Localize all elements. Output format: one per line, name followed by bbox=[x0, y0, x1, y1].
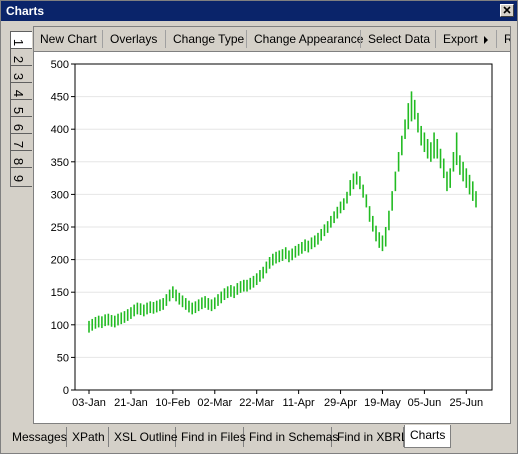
side-tab-label: 6 bbox=[11, 123, 27, 132]
x-tick-label: 03-Jan bbox=[72, 397, 106, 409]
x-tick-label: 10-Feb bbox=[155, 397, 190, 409]
bottom-tab[interactable]: Find in XBRL bbox=[332, 427, 408, 447]
x-tick-label: 21-Jan bbox=[114, 397, 148, 409]
toolbar: New Chart Overlays Change Type Change Appea… bbox=[34, 27, 510, 52]
x-tick-label: 19-May bbox=[364, 397, 401, 409]
y-tick-label: 250 bbox=[51, 222, 69, 234]
x-tick-label: 11-Apr bbox=[283, 397, 316, 409]
side-tab[interactable]: 9 bbox=[10, 167, 32, 187]
bottom-tab[interactable]: Messages bbox=[7, 427, 67, 447]
y-tick-label: 50 bbox=[57, 352, 69, 364]
y-tick-label: 200 bbox=[51, 255, 69, 267]
x-tick-label: 05-Jun bbox=[408, 397, 442, 409]
y-tick-label: 500 bbox=[51, 59, 69, 71]
separator bbox=[360, 30, 361, 48]
side-tab-label: 7 bbox=[11, 140, 27, 149]
submenu-arrow bbox=[484, 36, 488, 44]
y-tick-label: 400 bbox=[51, 124, 69, 136]
side-tab-label: 1 bbox=[11, 38, 27, 47]
close-icon bbox=[503, 6, 511, 14]
y-tick-label: 350 bbox=[51, 157, 69, 169]
side-tab-label: 3 bbox=[11, 72, 27, 81]
x-tick-label: 25-Jun bbox=[450, 397, 484, 409]
bottom-tab[interactable]: Find in Schemas bbox=[244, 427, 338, 447]
bottom-tab[interactable]: XSL Outline bbox=[109, 427, 178, 447]
toolbar-button[interactable]: New Chart bbox=[40, 32, 97, 46]
window-title: Charts bbox=[6, 4, 45, 18]
side-tab-label: 9 bbox=[11, 174, 27, 183]
side-tab-label: 8 bbox=[11, 157, 27, 166]
bottom-tab[interactable]: Charts bbox=[404, 425, 451, 448]
chart-panel: New Chart Overlays Change Type Change Appea… bbox=[33, 26, 511, 424]
chart: 0 50 100 150 200 250 300 350 400 450 500 03-Jan 21-J… bbox=[51, 59, 493, 409]
separator bbox=[496, 30, 497, 48]
toolbar-button[interactable]: Export bbox=[443, 32, 478, 46]
toolbar-button[interactable]: Change Appearance bbox=[254, 32, 364, 46]
toolbar-button[interactable]: Change Type bbox=[173, 32, 245, 46]
separator bbox=[102, 30, 103, 48]
x-tick-label: 29-Apr bbox=[324, 397, 357, 409]
plot-frame bbox=[74, 63, 493, 391]
toolbar-button[interactable]: R bbox=[504, 32, 510, 46]
y-tick-label: 450 bbox=[51, 92, 69, 104]
y-tick-label: 0 bbox=[63, 385, 69, 397]
bottom-tab[interactable]: XPath bbox=[67, 427, 109, 447]
side-tab-label: 2 bbox=[11, 55, 27, 64]
title-bar: Charts bbox=[1, 1, 517, 21]
x-tick-label: 02-Mar bbox=[197, 397, 232, 409]
toolbar-button[interactable]: Overlays bbox=[110, 32, 158, 46]
x-tick-label: 22-Mar bbox=[239, 397, 274, 409]
close-button[interactable] bbox=[500, 4, 514, 17]
separator bbox=[165, 30, 166, 48]
separator bbox=[246, 30, 247, 48]
bottom-tab[interactable]: Find in Files bbox=[176, 427, 246, 447]
y-tick-label: 100 bbox=[51, 320, 69, 332]
separator bbox=[435, 30, 436, 48]
y-tick-label: 300 bbox=[51, 189, 69, 201]
toolbar-button[interactable]: Select Data bbox=[368, 32, 431, 46]
y-tick-label: 150 bbox=[51, 287, 69, 299]
side-tab-label: 5 bbox=[11, 106, 27, 115]
side-tab-label: 4 bbox=[11, 89, 27, 98]
